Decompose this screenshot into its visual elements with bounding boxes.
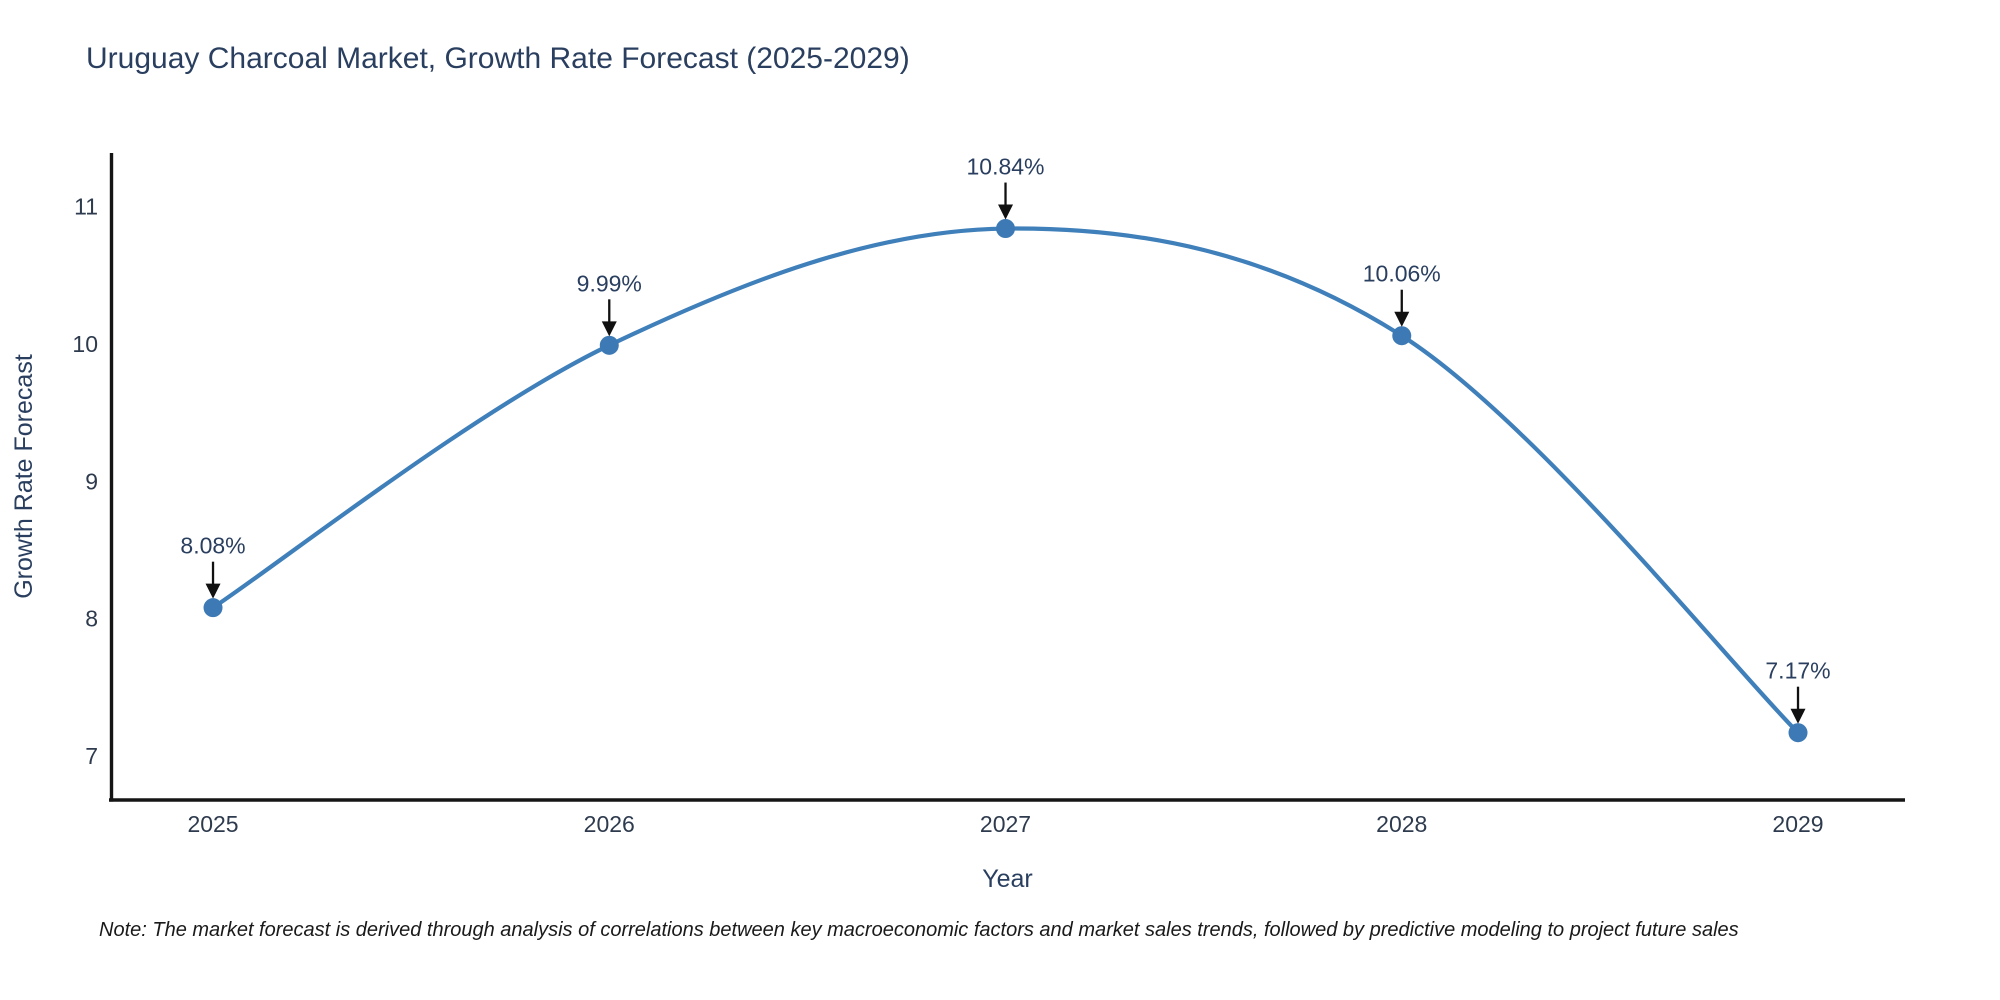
annotation-arrowhead-icon [205,583,221,599]
data-point-marker [1392,326,1412,346]
x-tick-label: 2026 [584,811,635,837]
data-point-marker [203,598,223,618]
y-tick-label: 11 [74,194,98,220]
annotation-arrowhead-icon [1790,708,1806,724]
annotation-arrowhead-icon [998,204,1014,220]
y-axis-title: Growth Rate Forecast [10,354,38,599]
data-point-marker [1788,723,1808,743]
y-tick-label: 9 [85,468,98,494]
x-tick-label: 2027 [980,811,1031,837]
annotation-value-label: 10.84% [967,154,1045,180]
chart-title: Uruguay Charcoal Market, Growth Rate For… [86,42,910,75]
annotation-value-label: 7.17% [1765,658,1830,684]
annotation-value-label: 10.06% [1363,261,1441,287]
x-tick-label: 2025 [187,811,238,837]
data-point-marker [996,219,1016,239]
x-tick-label: 2029 [1772,811,1823,837]
y-tick-label: 10 [72,331,98,357]
annotation-value-label: 9.99% [577,270,642,296]
x-axis-title: Year [982,865,1033,893]
annotation-arrowhead-icon [601,321,617,337]
data-point-marker [599,335,619,355]
y-tick-label: 7 [85,743,98,769]
y-tick-label: 8 [85,606,98,632]
forecast-line-series [210,226,1801,735]
x-tick-label: 2028 [1376,811,1427,837]
annotation-value-label: 8.08% [180,533,245,559]
annotation-arrowhead-icon [1394,311,1410,327]
footnote: Note: The market forecast is derived thr… [99,919,1739,941]
